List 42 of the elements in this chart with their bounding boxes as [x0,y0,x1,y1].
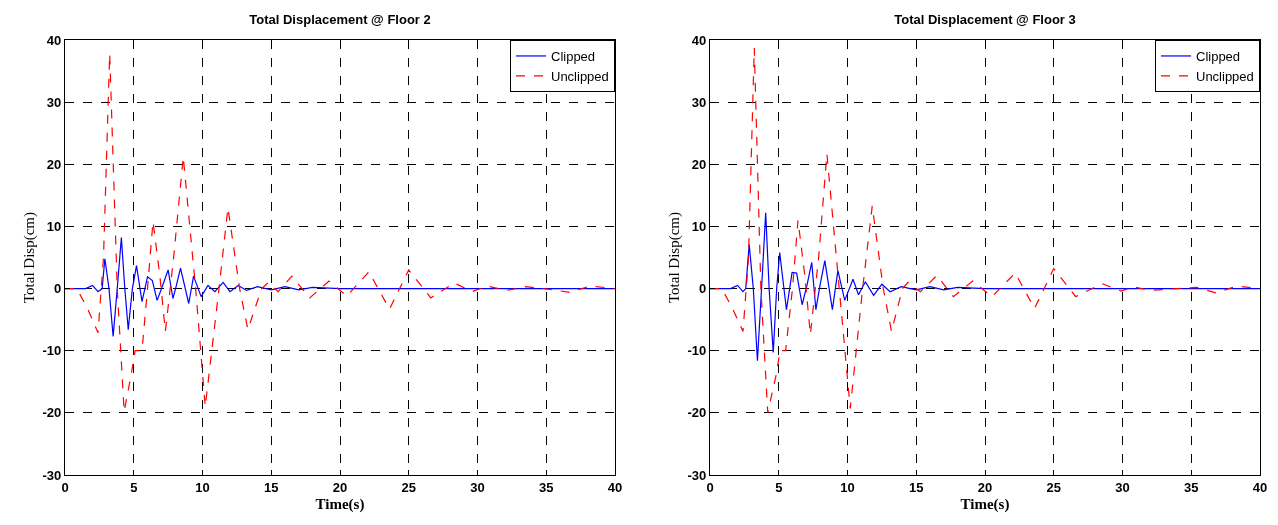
x-tick-label: 20 [332,479,348,495]
y-axis-title: Total Disp(cm) [665,211,683,304]
x-tick-label: 25 [1046,479,1061,495]
x-tick-label: 20 [977,479,993,495]
y-tick-label: -10 [42,343,62,359]
y-tick-label: 30 [46,94,62,110]
y-tick-label: -30 [42,467,62,483]
x-tick-label: 35 [1184,479,1199,495]
y-tick-label: 40 [691,32,707,48]
x-tick-label: 35 [539,479,554,495]
x-tick-label: 5 [130,479,138,495]
x-tick-label: 40 [607,479,623,495]
y-tick-label: 20 [46,156,62,172]
y-tick-label: 0 [54,281,62,297]
y-tick-label: -10 [687,343,707,359]
y-tick-label: -30 [687,467,707,483]
y-tick-label: 30 [691,94,707,110]
legend-label: Clipped [1196,49,1241,65]
x-tick-label: 5 [775,479,783,495]
x-axis-title: Time(s) [315,495,365,513]
legend-label: Clipped [551,49,596,65]
y-tick-label: 20 [691,156,707,172]
y-tick-label: -20 [42,405,62,421]
y-tick-label: 10 [691,218,707,234]
chart-title: Total Displacement @ Floor 3 [894,11,1076,27]
y-tick-label: -20 [687,405,707,421]
x-tick-label: 25 [401,479,416,495]
x-tick-label: 40 [1252,479,1268,495]
chart-title: Total Displacement @ Floor 2 [249,11,431,27]
legend-label: Unclipped [1196,68,1254,84]
legend-label: Unclipped [551,68,609,84]
x-tick-label: 15 [264,479,279,495]
x-tick-label: 30 [1115,479,1130,495]
x-tick-label: 30 [470,479,485,495]
x-axis-title: Time(s) [960,495,1010,513]
y-tick-label: 40 [46,32,62,48]
y-tick-label: 10 [46,218,62,234]
y-tick-label: 0 [699,281,707,297]
y-axis-title: Total Disp(cm) [20,211,38,304]
x-tick-label: 10 [195,479,210,495]
x-tick-label: 10 [840,479,855,495]
x-tick-label: 15 [909,479,924,495]
